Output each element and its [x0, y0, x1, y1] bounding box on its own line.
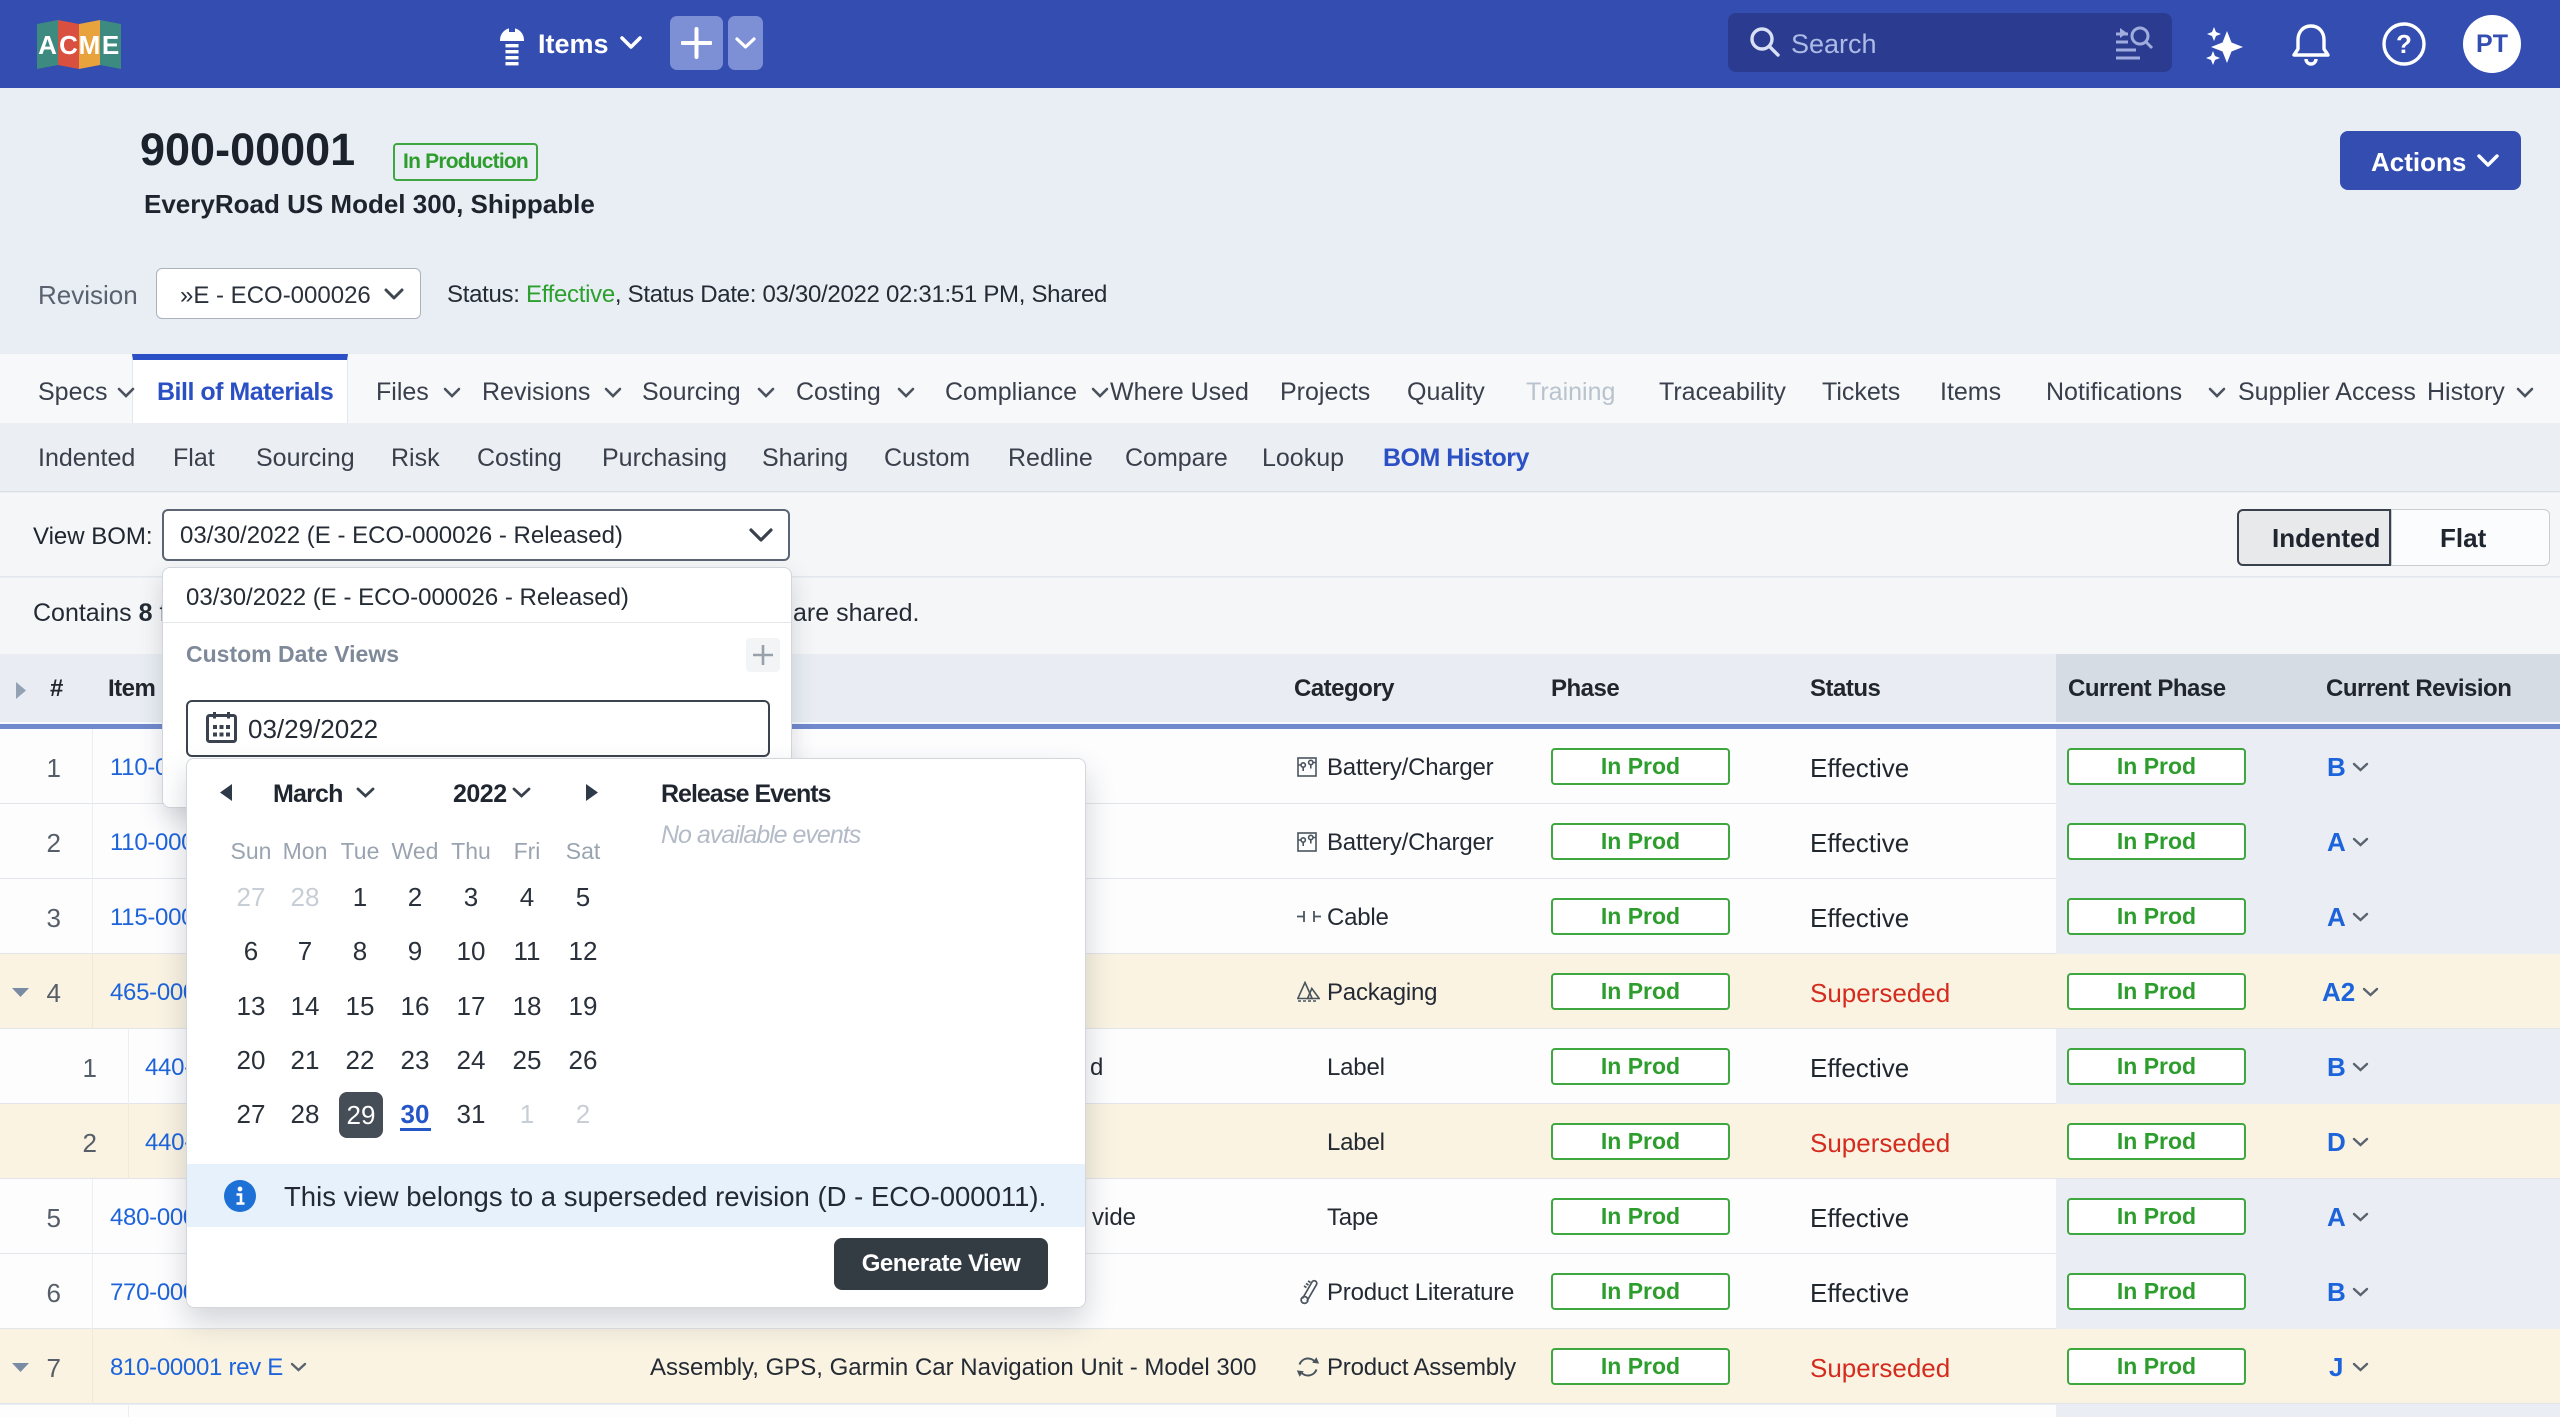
svg-text:C: C: [59, 30, 78, 60]
svg-text:E: E: [102, 30, 119, 60]
svg-text:A: A: [38, 30, 57, 60]
svg-text:?: ?: [2396, 29, 2412, 59]
svg-text:M: M: [79, 30, 101, 60]
